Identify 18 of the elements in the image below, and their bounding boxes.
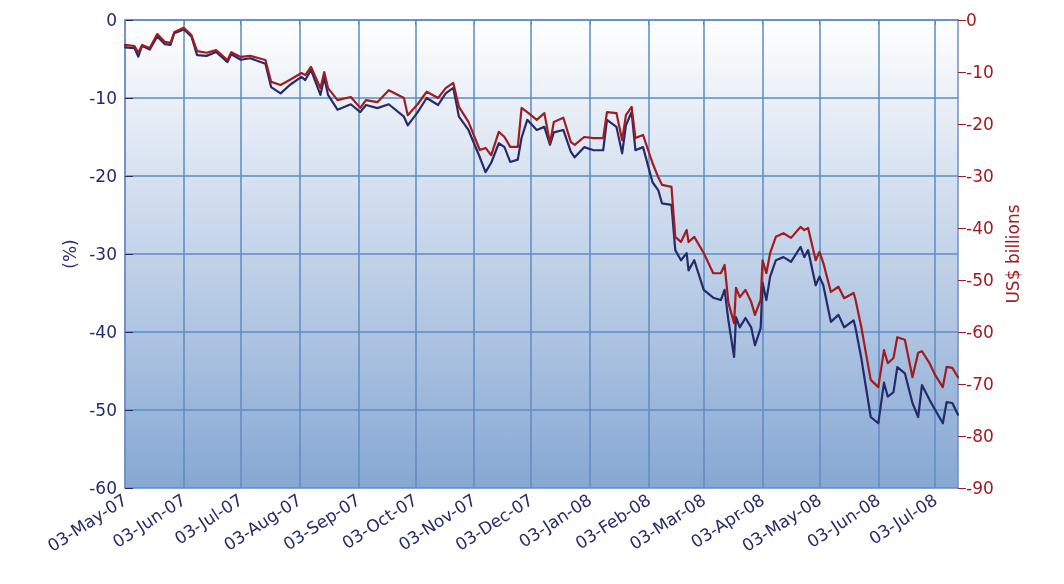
y-tick-label: -10 (89, 88, 117, 108)
y2-tick-label: 0 (966, 10, 977, 30)
y2-tick-label: -20 (966, 114, 994, 134)
y-axis-title: (%) (59, 239, 80, 269)
y2-tick-label: -30 (966, 166, 994, 186)
y2-tick-label: -90 (966, 478, 994, 498)
y-tick-label: -30 (89, 244, 117, 264)
y-tick-label: -40 (89, 322, 117, 342)
y2-tick-label: -70 (966, 374, 994, 394)
y2-tick-label: -50 (966, 270, 994, 290)
y2-tick-label: -10 (966, 62, 994, 82)
y2-tick-label: -80 (966, 426, 994, 446)
y-tick-label: 0 (106, 10, 117, 30)
y-tick-label: -20 (89, 166, 117, 186)
y2-tick-label: -60 (966, 322, 994, 342)
y2-axis-title: US$ billions (1003, 204, 1024, 304)
y-tick-label: -50 (89, 400, 117, 420)
y2-tick-label: -40 (966, 218, 994, 238)
